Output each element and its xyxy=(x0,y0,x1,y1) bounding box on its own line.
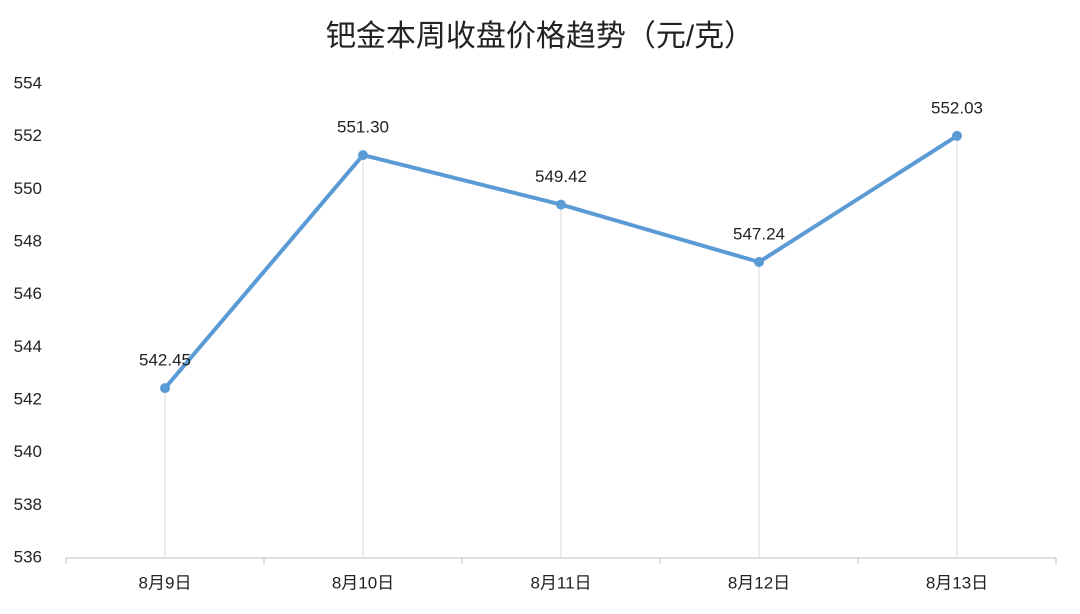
x-tick-label: 8月10日 xyxy=(332,573,394,592)
y-tick-label: 540 xyxy=(14,442,42,461)
x-tick-label: 8月9日 xyxy=(139,573,192,592)
y-tick-label: 554 xyxy=(14,73,42,92)
data-label: 551.30 xyxy=(337,118,389,137)
data-point xyxy=(556,199,566,210)
x-tick-label: 8月13日 xyxy=(926,573,988,592)
data-point xyxy=(160,383,170,394)
data-label: 542.45 xyxy=(139,351,191,370)
y-tick-label: 546 xyxy=(14,284,42,303)
y-tick-label: 536 xyxy=(14,547,42,566)
data-label: 549.42 xyxy=(535,167,587,186)
y-tick-label: 548 xyxy=(14,231,42,250)
y-tick-label: 542 xyxy=(14,389,42,408)
chart-title: 钯金本周收盘价格趋势（元/克） xyxy=(326,20,754,53)
data-label: 552.03 xyxy=(931,98,983,117)
x-tick-label: 8月11日 xyxy=(530,573,591,592)
y-tick-label: 544 xyxy=(14,337,42,356)
data-point xyxy=(754,257,764,268)
data-point xyxy=(358,150,368,161)
data-point xyxy=(952,130,962,141)
y-tick-label: 550 xyxy=(14,179,42,198)
y-tick-label: 552 xyxy=(14,126,42,145)
y-tick-label: 538 xyxy=(14,495,42,514)
x-tick-label: 8月12日 xyxy=(728,573,790,592)
data-label: 547.24 xyxy=(733,224,785,243)
